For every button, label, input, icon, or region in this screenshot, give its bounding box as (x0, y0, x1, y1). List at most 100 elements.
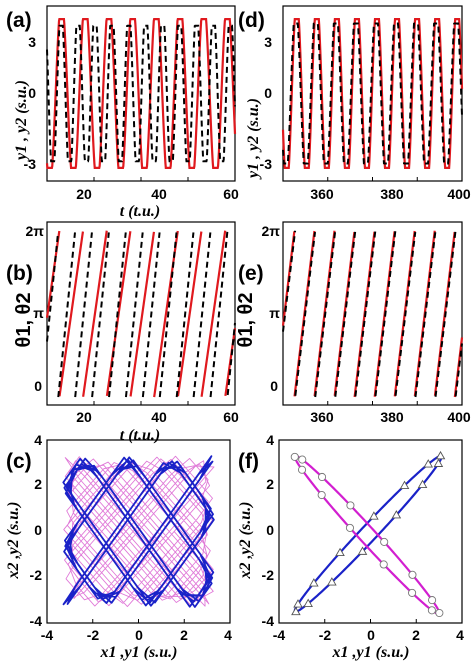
panel-b-xtick: 60 (223, 409, 239, 425)
panel-f-series-2-marker (318, 472, 327, 482)
panel-d-xtick: 380 (380, 186, 404, 202)
panel-d-series-2 (282, 22, 463, 165)
panel-c-xtick: 4 (224, 627, 232, 643)
panel-f-series-2-marker (427, 606, 436, 615)
panel-f-series-2-marker (408, 588, 417, 597)
panel-c-xtick: -4 (41, 627, 54, 643)
panel-b-plot (45, 230, 237, 405)
panel-f-series-2-marker (297, 465, 307, 474)
panel-f-xtick: 0 (367, 627, 375, 643)
panel-e: (e) θ1, θ2 2π π 0 360 380 400 (235, 221, 471, 425)
panel-e-xtick: 360 (310, 409, 334, 425)
panel-c-plot (62, 455, 215, 623)
panel-c-ytick: 2 (34, 476, 42, 492)
panel-c-series-1 (62, 455, 215, 608)
panel-f-series-1-marker (303, 598, 313, 607)
panel-f-series-2-marker (380, 537, 389, 546)
panel-f-series-2-marker (379, 560, 388, 569)
panel-f-xlabel: x1 ,y1 (s.u.) (332, 644, 410, 661)
panel-c-ytick: 4 (34, 432, 42, 448)
panel-a-ylabel: y1 , y2 (s.u.) (13, 80, 30, 162)
panel-f-series-1-marker (309, 578, 319, 587)
panel-c-xlabel: x1 ,y1 (s.u.) (100, 644, 178, 661)
panel-a-ytick: 0 (28, 85, 36, 101)
panel-d-ytick: 0 (264, 85, 272, 101)
panel-a: (a) y1 , y2 (s.u.) 3 0 -3 20 40 60 t (t.… (6, 5, 239, 220)
panel-f-series-1-marker (417, 479, 428, 488)
panel-a-series-2 (46, 24, 236, 163)
panel-f-ytick: 2 (266, 476, 274, 492)
panel-f-series-1-marker (293, 599, 303, 608)
panel-d-ytick: -3 (260, 156, 273, 172)
panel-f-series-1-marker (369, 511, 379, 520)
panel-d-ytick: 3 (264, 34, 272, 50)
panel-b-frame (46, 221, 236, 406)
panel-f-plot (290, 450, 446, 623)
panel-d-plot (281, 18, 464, 181)
panel-c-ytick: 0 (34, 522, 42, 538)
panel-a-ytick: -3 (24, 156, 37, 172)
panel-d-label: (d) (238, 9, 265, 32)
panel-f-series-2-marker (345, 523, 355, 532)
panel-c-ytick: -4 (30, 613, 43, 629)
panel-f-ylabel: x2 ,y2 (s.u.) (237, 502, 254, 580)
panel-f-xtick: -4 (273, 627, 286, 643)
panel-c: (c) x2 ,y2 (s.u.) -4 -2 0 2 4 -4 -2 0 2 … (5, 432, 232, 661)
panel-c-xtick: 0 (135, 627, 143, 643)
panel-c-xtick: 2 (180, 627, 188, 643)
panel-a-xtick: 40 (151, 186, 167, 202)
panel-d-xtick: 400 (447, 186, 471, 202)
panel-f-xtick: -2 (319, 627, 332, 643)
panel-f-ytick: 0 (266, 522, 274, 538)
panel-e-xtick: 400 (447, 409, 471, 425)
panel-e-label: (e) (238, 262, 264, 285)
panel-a-label: (a) (6, 9, 32, 32)
panel-f-series-2-marker (298, 455, 307, 464)
panel-f-series-2-marker (290, 452, 299, 461)
panel-f-series-2-marker (408, 570, 417, 579)
panel-b-xtick: 40 (151, 409, 167, 425)
panel-f-series-1-marker (399, 480, 410, 489)
panel-a-xtick: 60 (223, 186, 239, 202)
panel-c-label: (c) (6, 450, 32, 473)
panel-f-series-1-marker (433, 458, 444, 467)
panel-f-series-2-marker (346, 501, 355, 510)
panel-a-series-1 (45, 18, 237, 169)
panel-e-xtick: 380 (380, 409, 404, 425)
panel-a-xlabel: t (t.u.) (120, 203, 160, 220)
panel-f-ytick: -4 (262, 613, 275, 629)
panel-d-xtick: 360 (310, 186, 334, 202)
panel-f-ytick: 4 (266, 432, 274, 448)
panel-f-series-2 (293, 454, 441, 616)
panel-f-series-2-marker (435, 608, 444, 618)
panel-f-series-1-marker (291, 606, 301, 616)
panel-b-xtick: 20 (76, 409, 92, 425)
panel-f-series-2-marker (317, 490, 326, 500)
panel-f-series-1-marker (357, 546, 368, 555)
panel-e-ytick: 0 (270, 378, 278, 394)
panel-a-ytick: 3 (28, 34, 36, 50)
panel-b-ytick: π (33, 305, 44, 321)
panel-e-series-2 (282, 230, 463, 398)
panel-f-xtick: 2 (412, 627, 420, 643)
panel-f-series-1-marker (435, 450, 446, 460)
panel-f-series-1 (293, 454, 443, 613)
panel-b-xlabel: t (t.u.) (120, 427, 160, 444)
panel-b-label: (b) (6, 262, 33, 285)
panel-e-plot (281, 230, 464, 405)
panel-b: (b) θ1, θ2 2π π 0 20 40 60 t (t.u.) (6, 221, 239, 444)
panel-f-series-1-marker (391, 510, 402, 519)
panel-e-ylabel: θ1, θ2 (235, 293, 257, 348)
panel-f-series-1-marker (327, 577, 337, 586)
panel-b-ytick: 0 (34, 378, 42, 394)
panel-c-ytick: -2 (30, 567, 43, 583)
panel-b-series-2 (46, 230, 236, 398)
panel-c-ylabel: x2 ,y2 (s.u.) (5, 502, 22, 580)
panel-d-ylabel: y1 , y2 (s.u.) (245, 98, 262, 180)
panel-d: (d) y1 , y2 (s.u.) 3 0 -3 360 380 400 (238, 5, 471, 202)
panel-f-xtick: 4 (456, 627, 464, 643)
panel-f-label: (f) (238, 450, 259, 473)
panel-b-ylabel: θ1, θ2 (13, 293, 35, 348)
panel-f-series-1-marker (335, 547, 345, 557)
panel-f: (f) x2 ,y2 (s.u.) -4 -2 0 2 4 -4 -2 0 2 … (237, 432, 464, 661)
